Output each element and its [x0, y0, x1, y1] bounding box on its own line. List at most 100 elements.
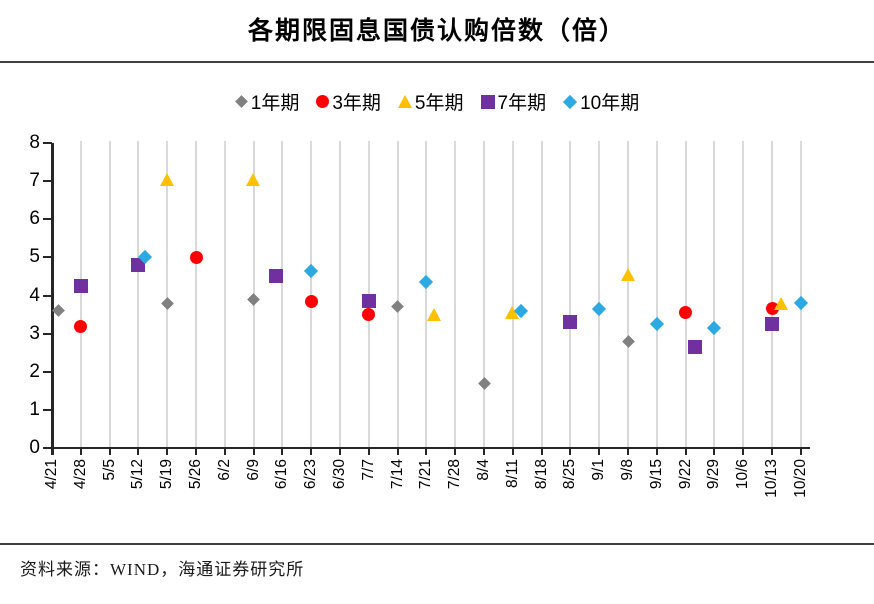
legend-marker-diamond-icon [563, 94, 578, 109]
x-tick [771, 449, 773, 455]
y-tick [43, 142, 52, 144]
legend-label: 10年期 [580, 93, 640, 114]
x-tick [310, 449, 313, 455]
legend-item-7年期: 7年期 [480, 88, 547, 115]
legend-marker-square-icon [480, 94, 495, 109]
x-tick-label: 8/18 [532, 459, 550, 490]
x-tick-label: 10/13 [763, 459, 780, 498]
gridline [339, 141, 341, 448]
gridline [79, 141, 82, 448]
x-tick-label: 9/22 [676, 459, 694, 490]
data-marker-3年期-4/28 [74, 319, 88, 333]
x-tick [655, 449, 658, 455]
data-marker-10年期-6/23 [304, 263, 319, 278]
x-tick-label: 6/23 [302, 459, 320, 490]
x-tick [79, 449, 82, 455]
x-tick-label: 8/11 [503, 459, 521, 489]
data-marker-5年期-5/19 [159, 172, 174, 186]
x-tick-label: 7/14 [388, 459, 406, 490]
data-marker-1年期-7/14 [391, 300, 404, 314]
y-tick [43, 218, 52, 221]
x-tick [713, 449, 716, 455]
gridline [569, 141, 572, 448]
y-tick-label: 5 [29, 246, 40, 268]
data-marker-7年期-10/13 [765, 317, 779, 332]
data-marker-7年期-9/22 [687, 339, 702, 354]
data-marker-10年期-9/15 [649, 317, 664, 332]
gridline [598, 141, 601, 448]
x-tick-label: 4/28 [71, 459, 89, 490]
legend-marker-diamond-icon [234, 95, 248, 108]
gridline [483, 141, 485, 448]
gridline [454, 141, 457, 448]
x-tick [742, 449, 745, 455]
x-tick [454, 449, 457, 455]
legend-label: 7年期 [497, 93, 547, 114]
x-tick [281, 449, 284, 455]
x-tick-label: 10/20 [791, 459, 809, 498]
x-tick [799, 449, 802, 455]
x-tick [483, 449, 485, 455]
legend-label: 3年期 [332, 93, 381, 114]
data-marker-3年期-5/26 [189, 250, 203, 264]
y-tick-label: 2 [29, 360, 40, 382]
gridline [137, 141, 140, 448]
y-tick [43, 256, 52, 259]
data-marker-7年期-8/25 [563, 315, 578, 330]
gridline [799, 141, 802, 448]
x-tick-label: 8/4 [475, 459, 492, 481]
y-tick-label: 7 [29, 170, 40, 192]
data-marker-1年期-4/21 [51, 304, 65, 318]
x-tick-label: 4/21 [43, 459, 60, 490]
x-tick [223, 449, 226, 455]
x-tick [252, 449, 255, 455]
x-axis [46, 446, 810, 449]
gridline [310, 141, 313, 448]
y-tick-label: 6 [29, 208, 40, 230]
y-axis [51, 143, 54, 455]
x-tick [396, 449, 399, 455]
x-tick-label: 5/19 [158, 459, 176, 490]
data-marker-3年期-9/22 [679, 306, 693, 320]
data-marker-1年期-5/19 [160, 296, 174, 310]
x-tick [137, 449, 140, 455]
gridline [684, 141, 687, 448]
data-marker-5年期-10/13 [773, 296, 788, 310]
x-tick-label: 10/6 [734, 459, 752, 490]
data-marker-5年期-9/8 [620, 268, 635, 282]
y-tick-label: 0 [29, 437, 40, 458]
gridline [742, 141, 745, 448]
x-tick-label: 6/2 [215, 459, 233, 481]
y-tick-label: 4 [29, 284, 40, 306]
data-marker-7年期-6/16 [269, 269, 284, 284]
gridline [425, 141, 428, 448]
gridline [223, 141, 226, 448]
data-marker-7年期-4/28 [73, 278, 88, 293]
y-tick-label: 8 [29, 132, 40, 153]
x-tick [684, 449, 687, 455]
x-tick [195, 449, 197, 455]
data-marker-1年期-6/9 [247, 292, 260, 306]
title-divider [0, 61, 874, 63]
x-tick [367, 449, 370, 455]
gridline [540, 141, 543, 448]
data-marker-7年期-7/7 [361, 294, 376, 309]
y-tick [43, 180, 52, 183]
data-marker-10年期-7/21 [419, 275, 434, 290]
data-marker-3年期-6/23 [304, 294, 318, 308]
x-tick-label: 9/1 [590, 459, 608, 481]
legend-item-1年期: 1年期 [234, 88, 299, 115]
y-tick-label: 3 [29, 322, 40, 344]
x-tick-label: 6/9 [244, 459, 262, 481]
x-tick-label: 5/5 [100, 459, 118, 481]
legend-marker-circle-icon [316, 95, 330, 108]
y-tick [43, 408, 52, 411]
legend-item-10年期: 10年期 [563, 88, 639, 115]
x-tick [511, 449, 514, 455]
gridline [627, 141, 629, 448]
gridline [108, 141, 111, 448]
x-tick [569, 449, 572, 455]
chart-legend: 1年期 3年期 5年期 7年期 10年期 [0, 88, 874, 115]
y-tick [43, 332, 52, 335]
